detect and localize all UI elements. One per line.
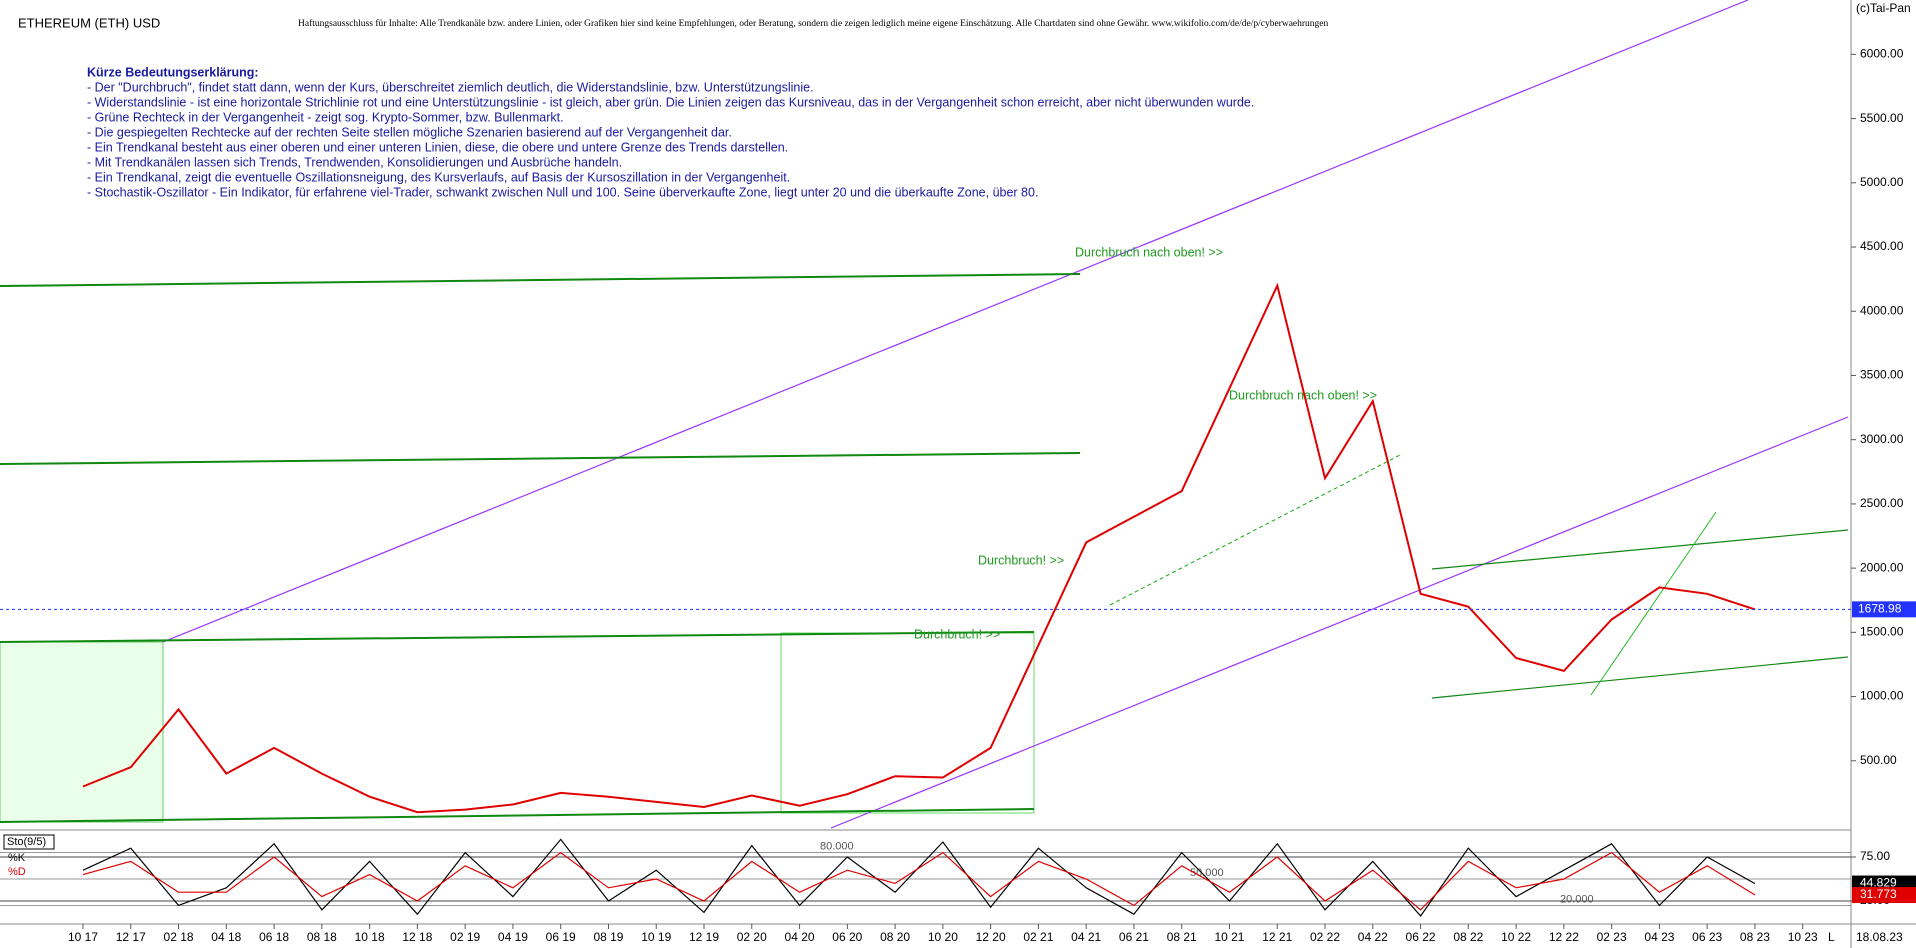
x-tick-label: 04 18 [211, 930, 241, 944]
note-line: - Ein Trendkanal besteht aus einer obere… [87, 140, 788, 154]
y-tick-label: 75.00 [1860, 849, 1890, 863]
x-tick-label: 04 22 [1358, 930, 1388, 944]
x-tick-label: 04 19 [498, 930, 528, 944]
date-label: 18.08.23 [1856, 930, 1903, 944]
disclaimer: Haftungsausschluss für Inhalte: Alle Tre… [298, 18, 1329, 29]
support-line [0, 273, 1081, 287]
x-tick-label: 06 20 [832, 930, 862, 944]
annotation: Durchbruch nach oben! >> [1229, 388, 1377, 402]
x-tick-label: 06 19 [546, 930, 576, 944]
value-tag [1852, 887, 1916, 904]
indicator-box [3, 834, 55, 850]
y-tick-label: 1000.00 [1860, 689, 1904, 703]
note-line: - Ein Trendkanal, zeigt die eventuelle O… [87, 170, 790, 184]
x-tick-label: 02 21 [1023, 930, 1053, 944]
corner-label: L [1828, 930, 1835, 944]
x-tick-label: 08 22 [1453, 930, 1483, 944]
y-tick-label: 2500.00 [1860, 496, 1904, 510]
support-line [0, 808, 1035, 823]
note-heading: Kürze Bedeutungserklärung: [87, 65, 259, 79]
trend-line [162, 0, 1749, 643]
level-label: 80.000 [820, 841, 854, 853]
annotation: Durchbruch nach oben! >> [1075, 245, 1223, 259]
value-label: 31.773 [1860, 887, 1897, 901]
x-tick-label: 06 23 [1692, 930, 1722, 944]
x-tick-label: 12 20 [976, 930, 1006, 944]
indicator-title: Sto(9/5) [7, 836, 46, 848]
trend-line [1109, 454, 1401, 606]
value-label: 44.829 [1860, 876, 1897, 890]
x-tick-label: 08 21 [1167, 930, 1197, 944]
y-tick-label: 1500.00 [1860, 625, 1904, 639]
x-tick-label: 08 20 [880, 930, 910, 944]
note-line: - Grüne Rechteck in der Vergangenheit - … [87, 110, 564, 124]
x-tick-label: 10 17 [68, 930, 98, 944]
y-tick-label: 5000.00 [1860, 175, 1904, 189]
y-tick-label: 4000.00 [1860, 303, 1904, 317]
x-tick-label: 12 22 [1549, 930, 1579, 944]
y-tick-label: 3000.00 [1860, 432, 1904, 446]
y-tick-label: 5500.00 [1860, 111, 1904, 125]
x-tick-label: 04 21 [1071, 930, 1101, 944]
x-tick-label: 02 18 [164, 930, 194, 944]
x-tick-label: 06 21 [1119, 930, 1149, 944]
x-tick-label: 10 22 [1501, 930, 1531, 944]
x-tick-label: 02 19 [450, 930, 480, 944]
x-tick-label: 02 20 [737, 930, 767, 944]
x-tick-label: 08 18 [307, 930, 337, 944]
series-line [82, 851, 1756, 911]
note-line: - Die gespiegelten Rechtecke auf der rec… [87, 125, 732, 139]
annotation: Durchbruch! >> [914, 627, 1000, 641]
x-tick-label: 02 23 [1597, 930, 1627, 944]
x-tick-label: 12 18 [402, 930, 432, 944]
annotation: Durchbruch! >> [978, 553, 1064, 567]
series-line [82, 838, 1756, 917]
x-tick-label: 08 19 [593, 930, 623, 944]
support-line [0, 452, 1081, 465]
x-tick-label: 10 21 [1214, 930, 1244, 944]
x-tick-label: 02 22 [1310, 930, 1340, 944]
trend-line [1590, 511, 1717, 696]
price-label: 1678.98 [1858, 602, 1902, 616]
x-tick-label: 04 20 [785, 930, 815, 944]
x-tick-label: 12 17 [116, 930, 146, 944]
y-tick-label: 500.00 [1860, 753, 1897, 767]
support-line [0, 631, 1035, 643]
x-tick-label: 10 19 [641, 930, 671, 944]
note-line: - Widerstandslinie - ist eine horizontal… [87, 95, 1254, 109]
y-tick-label: 4500.00 [1860, 239, 1904, 253]
y-tick-label: 3500.00 [1860, 368, 1904, 382]
x-tick-label: 12 19 [689, 930, 719, 944]
x-tick-label: 04 23 [1644, 930, 1674, 944]
y-tick-label: 6000.00 [1860, 47, 1904, 61]
x-tick-label: 12 21 [1262, 930, 1292, 944]
x-tick-label: 10 20 [928, 930, 958, 944]
channel-line [1431, 529, 1849, 570]
legend-entry: %D [8, 866, 26, 878]
price-tag [1852, 601, 1916, 618]
chart-title: ETHEREUM (ETH) USD [18, 15, 160, 30]
trend-line [830, 416, 1849, 829]
y-tick-label: 2000.00 [1860, 560, 1904, 574]
note-line: - Mit Trendkanälen lassen sich Trends, T… [87, 155, 622, 169]
source: (c)Tai-Pan [1856, 1, 1911, 15]
series-line [82, 282, 1756, 814]
x-tick-label: 06 18 [259, 930, 289, 944]
bull-box [0, 641, 164, 823]
x-tick-label: 10 18 [355, 930, 385, 944]
level-label: 20.000 [1560, 893, 1594, 905]
x-tick-label: 10 23 [1788, 930, 1818, 944]
channel-line [1431, 656, 1849, 699]
x-tick-label: 08 23 [1740, 930, 1770, 944]
note-line: - Stochastik-Oszillator - Ein Indikator,… [87, 185, 1038, 199]
x-tick-label: 06 22 [1406, 930, 1436, 944]
note-line: - Der "Durchbruch", findet statt dann, w… [87, 80, 814, 94]
legend-entry: %K [8, 852, 26, 864]
